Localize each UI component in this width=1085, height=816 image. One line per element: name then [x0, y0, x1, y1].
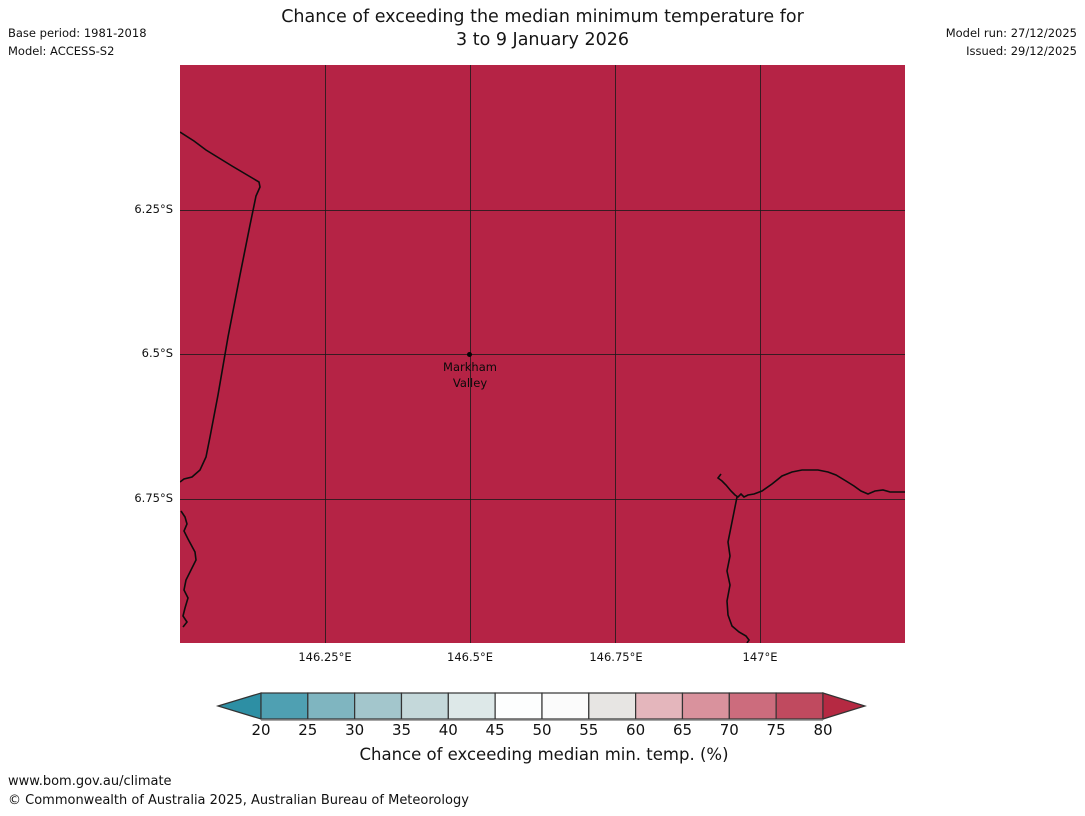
page-title: Chance of exceeding the median minimum t…	[0, 6, 1085, 52]
colorbar-segment-30	[354, 692, 403, 720]
colorbar-tick-20: 20	[251, 721, 271, 739]
page-title-line1: Chance of exceeding the median minimum t…	[281, 7, 804, 27]
colorbar-tick-55: 55	[579, 721, 599, 739]
coastline-east	[716, 469, 905, 499]
colorbar-segment-45	[494, 692, 543, 720]
colorbar-tick-70: 70	[719, 721, 739, 739]
colorbar-tick-75: 75	[766, 721, 786, 739]
x-axis-label-146-75e: 146.75°E	[589, 650, 643, 664]
coastline-layer	[180, 131, 905, 643]
header-meta-right: Model run: 27/12/2025 Issued: 29/12/2025	[946, 24, 1077, 60]
colorbar-tick-30: 30	[345, 721, 365, 739]
issued-text: Issued: 29/12/2025	[966, 44, 1077, 58]
colorbar-arrow-right	[822, 692, 867, 720]
model-run-text: Model run: 27/12/2025	[945, 26, 1077, 40]
colorbar-segment-75	[775, 692, 824, 720]
y-axis-label-6-75s: 6.75°S	[134, 491, 173, 505]
model-text: Model: ACCESS-S2	[8, 44, 115, 58]
colorbar-segment-35	[400, 692, 449, 720]
colorbar-segment-40	[447, 692, 496, 720]
footer-url: www.bom.gov.au/climate	[8, 774, 172, 789]
colorbar-arrow-left	[215, 692, 262, 720]
colorbar-segment-55	[588, 692, 637, 720]
coastline-east-river	[726, 496, 750, 643]
colorbar-segment-70	[728, 692, 777, 720]
colorbar-tick-35: 35	[391, 721, 412, 739]
colorbar-segment-65	[681, 692, 730, 720]
coastline-northwest	[180, 131, 261, 483]
colorbar-tick-45: 45	[485, 721, 505, 739]
coastline-southwest	[180, 510, 197, 628]
y-axis-label-6-25s: 6.25°S	[134, 202, 173, 216]
colorbar-segment-60	[635, 692, 684, 720]
page-title-line2: 3 to 9 January 2026	[456, 30, 629, 50]
colorbar-segment-20	[260, 692, 309, 720]
x-axis-label-146-5e: 146.5°E	[447, 650, 493, 664]
location-marker-dot	[467, 352, 472, 357]
colorbar-segment-25	[307, 692, 356, 720]
colorbar-tick-80: 80	[813, 721, 833, 739]
footer-copyright: © Commonwealth of Australia 2025, Austra…	[8, 793, 469, 808]
header-meta-left: Base period: 1981-2018 Model: ACCESS-S2	[8, 24, 147, 60]
colorbar	[215, 692, 867, 721]
gridline-6-5s	[180, 354, 905, 355]
x-axis-label-147e: 147°E	[742, 650, 778, 664]
map-canvas: Markham Valley	[180, 65, 905, 643]
colorbar-tick-40: 40	[438, 721, 458, 739]
x-axis-label-146-25e: 146.25°E	[298, 650, 352, 664]
colorbar-tick-65: 65	[672, 721, 693, 739]
gridline-6-25s	[180, 210, 905, 211]
colorbar-label: Chance of exceeding median min. temp. (%…	[359, 745, 729, 764]
location-label: Markham Valley	[410, 359, 530, 391]
gridline-6-75s	[180, 499, 905, 500]
location-label-line2: Valley	[452, 376, 488, 390]
colorbar-tick-50: 50	[532, 721, 552, 739]
y-axis-label-6-5s: 6.5°S	[141, 346, 173, 360]
colorbar-tick-60: 60	[626, 721, 646, 739]
colorbar-tick-25: 25	[298, 721, 318, 739]
colorbar-segment-50	[541, 692, 590, 720]
base-period-text: Base period: 1981-2018	[8, 26, 147, 40]
location-label-line1: Markham	[443, 360, 497, 374]
